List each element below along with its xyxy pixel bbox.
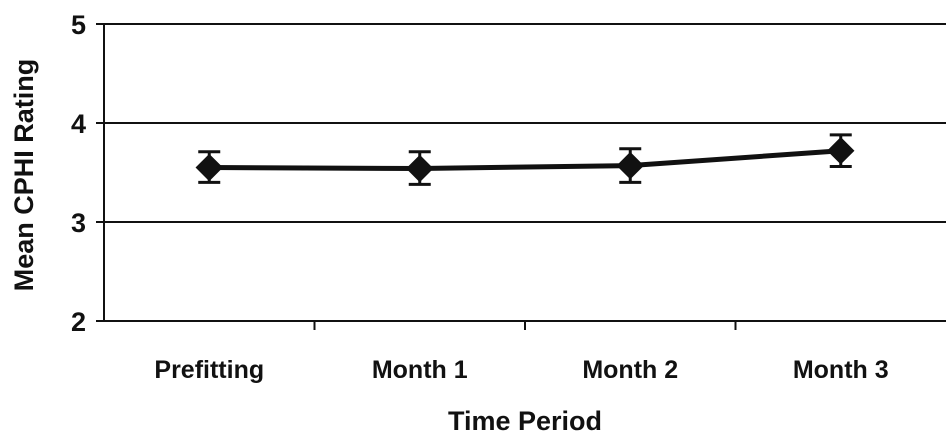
data-point-marker <box>827 137 855 165</box>
axes <box>96 23 946 330</box>
x-tick-label: Prefitting <box>154 356 264 384</box>
series <box>195 133 855 186</box>
data-point-marker <box>616 151 644 180</box>
data-point-marker <box>195 153 223 182</box>
x-axis-title: Time Period <box>448 406 602 436</box>
y-tick-labels: 2 3 4 5 <box>71 10 86 337</box>
y-tick-label: 3 <box>71 208 86 238</box>
x-tick-label: Month 1 <box>372 356 468 384</box>
series-line <box>209 148 841 172</box>
y-axis-title: Mean CPHI Rating <box>9 59 39 292</box>
y-tick-label: 2 <box>71 307 86 337</box>
x-tick-label: Month 3 <box>793 356 889 384</box>
y-tick-label: 5 <box>71 10 86 40</box>
x-tick-label: Month 2 <box>582 356 678 384</box>
gridlines <box>104 23 946 223</box>
y-tick-label: 4 <box>71 109 86 139</box>
data-point-marker <box>406 154 434 183</box>
x-tick-labels: Prefitting Month 1 Month 2 Month 3 <box>154 356 888 384</box>
